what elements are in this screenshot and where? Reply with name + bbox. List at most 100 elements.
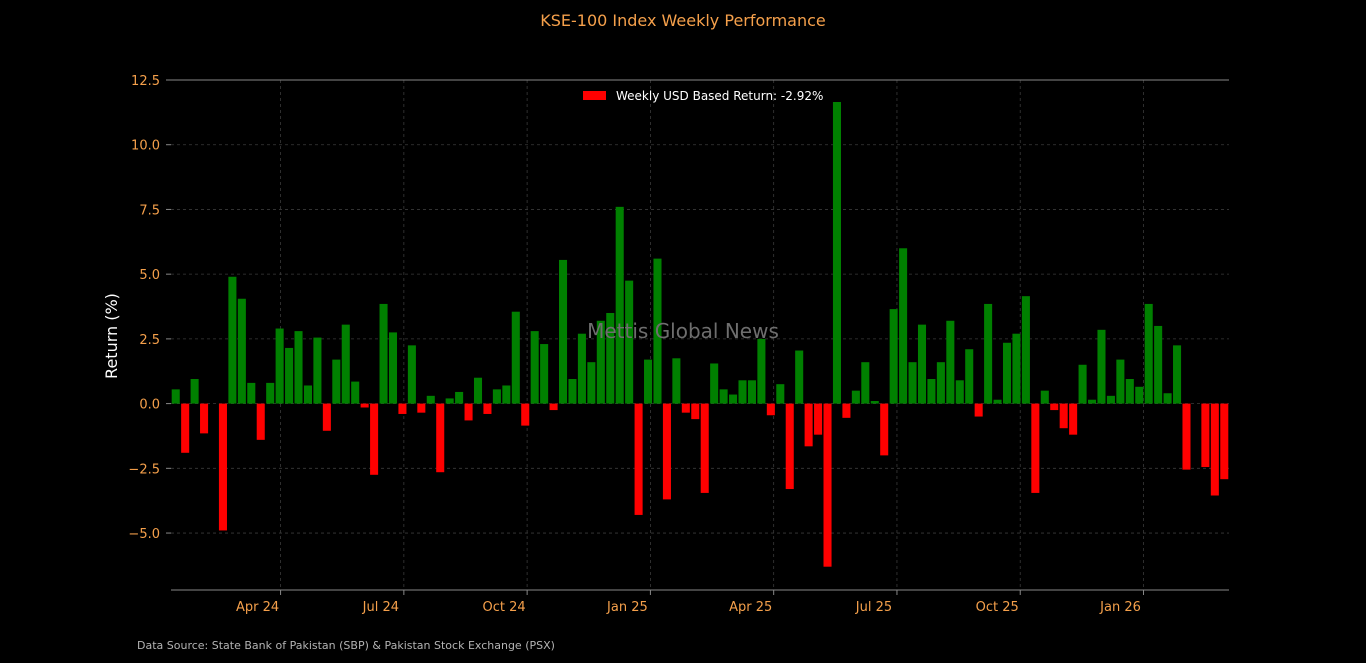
bar [1078,364,1087,404]
x-tick-label: Jul 24 [362,600,399,615]
bar [294,331,303,404]
y-tick-label: 5.0 [139,268,160,283]
bar [436,403,445,473]
bar [795,350,804,404]
bar [322,403,331,431]
x-tick-label: Oct 25 [976,600,1019,615]
bar [1059,403,1068,429]
bar [351,381,360,404]
y-axis-ticks: −5.0 −2.5 0.0 2.5 5.0 7.5 10.0 12.5 [128,74,171,542]
bar [974,403,983,417]
bar [313,337,322,404]
y-axis-label: Return (%) [102,293,121,379]
bar [1002,342,1012,404]
bar [851,390,860,404]
bar [200,403,209,434]
x-tick-label: Jul 25 [855,600,892,615]
bar [832,102,841,404]
bar [1097,329,1106,404]
bar [710,363,719,404]
bar [511,311,520,404]
bar [615,206,624,404]
bar [644,359,653,404]
bar [1069,403,1078,435]
bar [899,248,908,404]
bar [492,389,501,404]
bar [256,403,265,440]
bar [445,398,454,404]
bar [1135,386,1144,404]
bar [1163,393,1172,404]
bar [955,380,964,404]
axes [171,79,1229,591]
bar [861,362,870,404]
bar [502,385,511,404]
x-tick-label: Oct 24 [483,600,526,615]
bar [407,345,416,404]
x-tick-label: Jan 26 [1099,600,1141,615]
bar [559,259,568,404]
bar [823,403,832,567]
bar [1182,403,1191,470]
bar [634,403,643,515]
bar [842,403,851,418]
bar [757,338,766,404]
bar [285,347,294,404]
bar [729,394,738,404]
bar [181,403,190,453]
bar-series [171,102,1229,567]
bar [662,403,671,500]
y-tick-label: 0.0 [139,398,160,413]
bar [521,403,530,426]
bar [908,362,917,404]
bar [218,403,227,531]
bar [814,403,823,435]
bar [247,382,256,404]
bar [700,403,709,493]
bar [653,258,662,404]
bar [464,403,473,421]
x-tick-label: Apr 24 [236,600,279,615]
bar [1210,403,1219,496]
bar [1144,303,1153,404]
bar [984,303,993,404]
bar [719,389,728,404]
bar [1040,390,1049,404]
bar [1050,403,1059,411]
bar [880,403,889,456]
bar [1201,403,1210,468]
bar [398,403,407,414]
bar [681,403,690,413]
bar [1220,403,1229,480]
bar [455,391,464,404]
bar [388,332,398,404]
bar [672,358,681,404]
bar [540,344,549,404]
bar [1012,333,1021,404]
bar [870,401,879,404]
legend-swatch [583,91,606,100]
bar [596,320,605,404]
y-tick-label: 10.0 [131,139,160,154]
bar [417,403,426,413]
bar [341,324,350,404]
watermark: Mettis Global News [587,319,779,343]
bar [776,384,785,404]
bar [1125,379,1134,404]
bar [370,403,379,475]
bar [303,385,312,404]
bar [275,328,284,404]
bar [606,312,615,404]
bar [266,382,275,404]
bar [483,403,492,414]
x-tick-label: Jan 25 [606,600,648,615]
bar [804,403,813,447]
x-axis-ticks: Apr 24 Jul 24 Oct 24 Jan 25 Apr 25 Jul 25 Oct … [236,590,1145,615]
bar [587,362,596,404]
bar [426,395,435,404]
y-tick-label: 7.5 [139,203,160,218]
bar [473,377,483,404]
data-source-note: Data Source: State Bank of Pakistan (SBP… [137,639,555,652]
bar [171,389,180,404]
